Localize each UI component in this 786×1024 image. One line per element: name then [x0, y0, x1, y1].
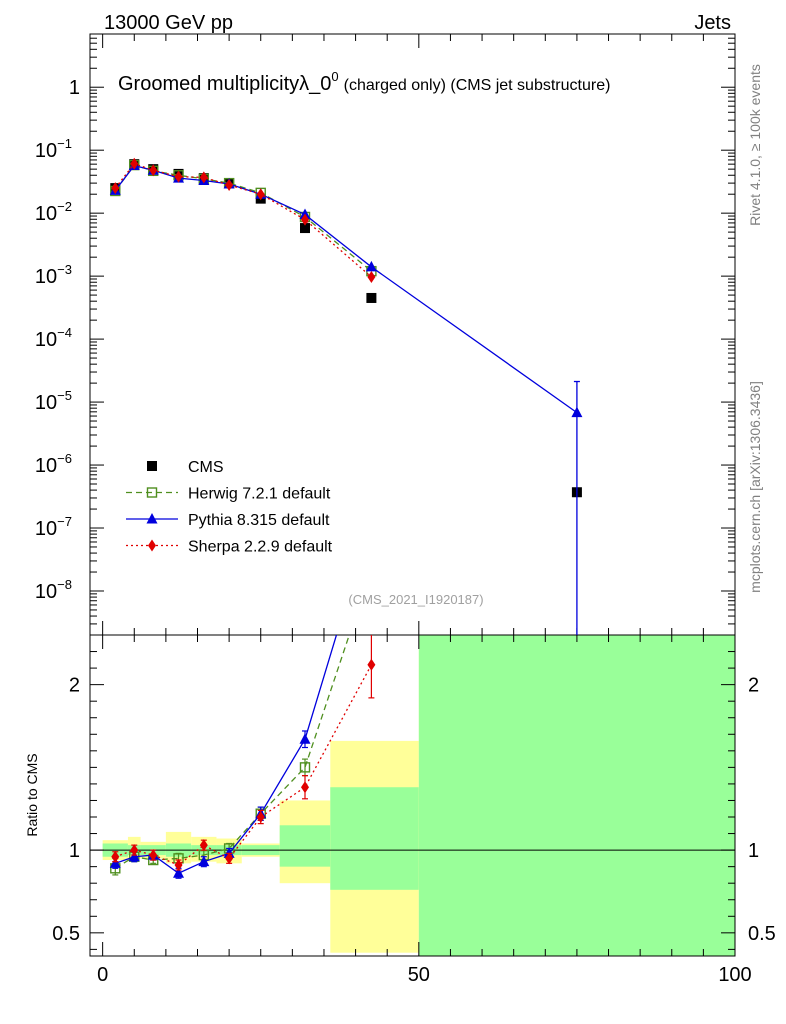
top-tick-label: 10−3 [35, 262, 72, 288]
ratio-point-diamond [174, 858, 183, 871]
x-tick-label: 100 [718, 964, 751, 986]
tick-base: 10 [35, 581, 57, 603]
data-point-diamond [256, 188, 265, 201]
data-point-diamond [301, 213, 309, 226]
series-line-3 [114, 162, 372, 278]
legend-label-1: Herwig 7.2.1 default [188, 486, 331, 503]
ratio-tick-label-right: 2 [748, 675, 759, 697]
top-panel-frame [89, 33, 736, 636]
data-point-diamond [174, 170, 183, 183]
tick-base: 10 [35, 455, 57, 477]
data-point-square [366, 292, 377, 303]
data-point-diamond [130, 157, 139, 170]
ratio-y-axis-label: Ratio to CMS [24, 753, 40, 836]
tick-base: 10 [35, 203, 57, 225]
data-point-diamond [225, 179, 234, 192]
top-panel-series [109, 157, 583, 635]
ratio-tick-label-left: 1 [69, 840, 80, 862]
top-tick-label: 10−2 [35, 199, 72, 225]
tick-base: 10 [35, 329, 57, 351]
tick-exponent: −7 [57, 514, 72, 529]
ratio-point-diamond [367, 658, 376, 671]
ratio-point-triangle [366, 513, 377, 524]
ratio-point-diamond [301, 781, 309, 794]
title-tail: (charged only) (CMS jet substructure) [344, 77, 611, 94]
x-tick-label: 0 [97, 964, 108, 986]
tick-exponent: −8 [57, 577, 72, 592]
legend-label-0: CMS [188, 459, 224, 476]
top-tick-label: 1 [69, 77, 80, 99]
tick-base: 10 [35, 518, 57, 540]
ratio-tick-label-left: 2 [69, 675, 80, 697]
chart-title: Groomed multiplicityλ_00 (charged only) (… [118, 69, 610, 95]
legend-label-2: Pythia 8.315 default [188, 512, 330, 529]
tick-base: 10 [35, 140, 57, 162]
ratio-point-triangle [198, 855, 210, 867]
tick-exponent: −6 [57, 451, 72, 466]
data-point-diamond [111, 182, 120, 195]
data-point-triangle [571, 406, 583, 418]
ratio-tick-label-right: 0.5 [748, 923, 776, 945]
analysis-id: (CMS_2021_I1920187) [348, 592, 483, 607]
data-point-square [300, 223, 310, 234]
title-superscript: 0 [331, 69, 338, 84]
x-tick-label: 50 [408, 964, 430, 986]
title-main: Groomed multiplicityλ_0 [118, 73, 331, 95]
legend-marker-3 [148, 539, 156, 552]
top-y-axis-ticks: 110−110−210−310−410−510−610−710−8 [35, 33, 735, 636]
series-line-2 [114, 164, 578, 414]
inner-band-9 [418, 635, 735, 956]
legend: CMS Herwig 7.2.1 default Pythia 8.315 defa… [126, 459, 333, 556]
ratio-point-diamond [111, 850, 120, 863]
top-tick-label: 10−6 [35, 451, 72, 477]
ratio-line-3 [115, 664, 372, 866]
rivet-version-label: Rivet 4.1.0, ≥ 100k events [747, 64, 763, 226]
top-tick-label: 10−5 [35, 388, 72, 414]
tick-base: 10 [35, 392, 57, 414]
series-line-1 [114, 164, 372, 272]
ratio-panel-series [109, 513, 377, 879]
legend-marker-2 [146, 513, 158, 524]
header-right-label: Jets [694, 12, 731, 34]
ratio-uncertainty-bands [102, 635, 735, 956]
legend-label-3: Sherpa 2.2.9 default [188, 539, 333, 556]
tick-base: 10 [35, 266, 57, 288]
legend-marker-1 [146, 487, 158, 498]
legend-marker-0 [147, 461, 157, 471]
top-tick-label: 10−8 [35, 577, 72, 603]
ratio-point-open-square [367, 564, 376, 573]
mcplots-label: mcplots.cern.ch [arXiv:1306.3436] [747, 381, 763, 593]
ratio-y-axis-ticks: 0.5 0.5 1 1 2 2 [52, 634, 776, 950]
inner-band-7 [279, 825, 331, 867]
tick-exponent: −3 [57, 262, 72, 277]
ratio-panel-frame [89, 634, 736, 957]
ratio-point-open-square [299, 762, 311, 773]
top-tick-label: 10−1 [35, 136, 72, 162]
tick-exponent: −5 [57, 388, 72, 403]
tick-exponent: −1 [57, 136, 72, 151]
top-tick-label: 10−7 [35, 514, 72, 540]
ratio-point-diamond [256, 811, 265, 824]
tick-exponent: −4 [57, 325, 72, 340]
data-point-diamond [367, 270, 376, 283]
ratio-tick-label-right: 1 [748, 840, 759, 862]
ratio-point-triangle [173, 867, 185, 878]
ratio-point-diamond [225, 852, 234, 865]
tick-exponent: −2 [57, 199, 72, 214]
ratio-point-triangle [299, 733, 311, 744]
ratio-point-diamond [149, 849, 158, 862]
data-point-diamond [149, 164, 158, 177]
header-left-label: 13000 GeV pp [104, 12, 233, 34]
ratio-point-diamond [199, 839, 208, 852]
inner-band-8 [330, 787, 419, 890]
data-point-triangle [365, 260, 377, 272]
top-tick-label: 10−4 [35, 325, 72, 351]
data-point-diamond [199, 171, 208, 184]
ratio-point-diamond [130, 844, 139, 857]
ratio-tick-label-left: 0.5 [52, 923, 80, 945]
